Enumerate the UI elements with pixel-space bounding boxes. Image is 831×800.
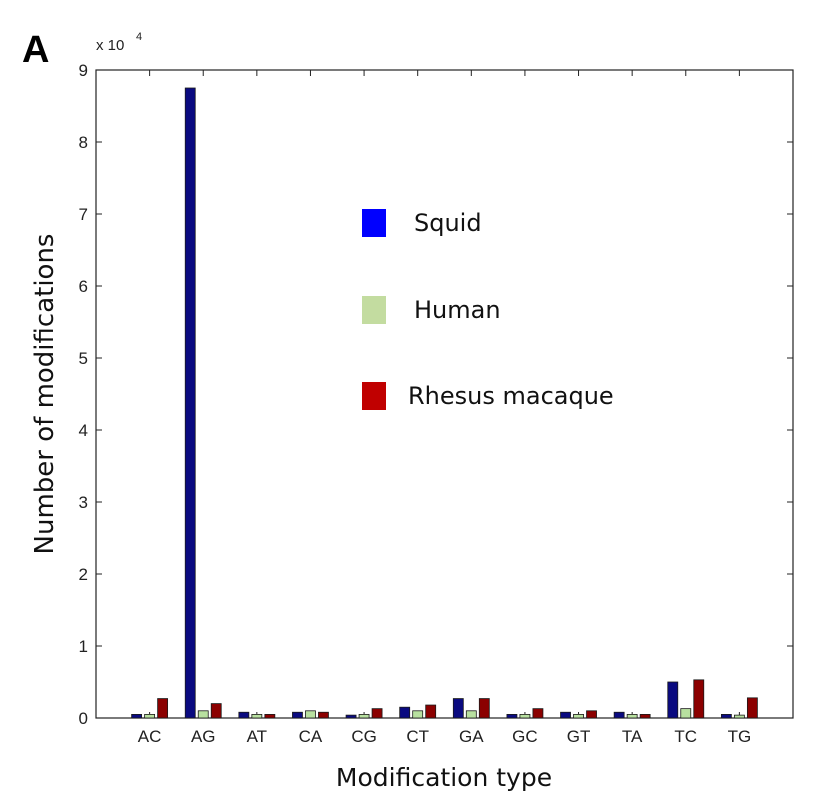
y-tick-label: 2 xyxy=(79,565,88,584)
y-tick-label: 6 xyxy=(79,277,88,296)
x-tick-label: AC xyxy=(138,727,162,746)
bar-rhesus-macaque-ca xyxy=(318,711,329,719)
bar-squid-gc xyxy=(506,714,518,719)
y-tick-label: 4 xyxy=(79,421,88,440)
bar-human-ct xyxy=(412,710,424,719)
bar-human-at xyxy=(251,714,263,719)
y-tick-label: 9 xyxy=(79,61,88,80)
legend-swatch-human xyxy=(362,296,386,324)
bar-squid-ct xyxy=(399,706,411,719)
bar-squid-ag xyxy=(184,87,196,719)
bar-human-ca xyxy=(305,710,316,719)
x-tick-label: AG xyxy=(191,727,216,746)
x-tick-label: TG xyxy=(728,727,752,746)
y-tick-label: 7 xyxy=(79,205,88,224)
panel-label: A xyxy=(22,29,49,71)
bar-squid-at xyxy=(238,711,250,719)
bar-human-gc xyxy=(519,714,531,719)
bar-human-ta xyxy=(626,714,638,719)
legend-swatch-squid xyxy=(362,209,386,237)
bar-human-ga xyxy=(465,710,477,719)
bar-squid-tg xyxy=(720,714,732,719)
bar-rhesus-macaque-at xyxy=(264,714,276,719)
bar-human-ac xyxy=(144,714,156,719)
legend: Squid Human Rhesus macaque xyxy=(362,209,614,410)
bar-rhesus-macaque-ag xyxy=(210,703,222,719)
x-axis: AC AG AT CA CG CT GA GC GT TA TC TG xyxy=(138,70,751,746)
bar-rhesus-macaque-ct xyxy=(425,704,437,719)
x-tick-label: AT xyxy=(247,727,267,746)
y-multiplier-label: x 10 xyxy=(96,37,124,54)
y-multiplier-exponent: 4 xyxy=(136,31,142,43)
bars xyxy=(131,87,758,719)
bar-squid-ca xyxy=(292,711,303,719)
y-tick-label: 8 xyxy=(79,133,88,152)
x-tick-label: TA xyxy=(622,727,643,746)
x-tick-label: GC xyxy=(512,727,538,746)
bar-human-cg xyxy=(358,714,370,719)
x-tick-label: GT xyxy=(567,727,591,746)
bar-squid-ga xyxy=(452,698,464,719)
bar-squid-gt xyxy=(560,711,571,719)
y-axis: 0 1 2 3 4 5 6 7 8 9 xyxy=(79,61,793,728)
bar-human-gt xyxy=(573,714,584,719)
x-tick-label: GA xyxy=(459,727,484,746)
bar-rhesus-macaque-ac xyxy=(157,698,169,719)
bar-rhesus-macaque-tg xyxy=(746,697,758,719)
bar-squid-ta xyxy=(613,711,625,719)
y-tick-label: 0 xyxy=(79,709,88,728)
y-multiplier: x 10 4 xyxy=(96,31,142,54)
bar-human-ag xyxy=(197,710,209,719)
y-tick-label: 3 xyxy=(79,493,88,512)
y-tick-label: 1 xyxy=(79,637,88,656)
bar-rhesus-macaque-ta xyxy=(639,714,651,719)
bar-rhesus-macaque-cg xyxy=(371,708,383,719)
legend-label-rhesus-macaque: Rhesus macaque xyxy=(408,382,614,410)
y-tick-label: 5 xyxy=(79,349,88,368)
legend-swatch-rhesus-macaque xyxy=(362,382,386,410)
x-tick-label: TC xyxy=(674,727,697,746)
x-tick-label: CT xyxy=(406,727,429,746)
x-tick-label: CA xyxy=(299,727,323,746)
bar-squid-cg xyxy=(345,714,357,719)
bar-squid-tc xyxy=(667,681,679,719)
bar-rhesus-macaque-gt xyxy=(586,710,597,719)
bar-human-tg xyxy=(733,714,745,719)
legend-label-squid: Squid xyxy=(414,209,482,237)
bar-rhesus-macaque-tc xyxy=(693,679,705,719)
x-axis-label: Modification type xyxy=(336,763,552,792)
legend-label-human: Human xyxy=(414,296,501,324)
x-tick-label: CG xyxy=(351,727,377,746)
y-axis-label: Number of modifications xyxy=(30,234,60,555)
bar-squid-ac xyxy=(131,714,143,719)
plot-frame xyxy=(95,69,794,719)
bar-rhesus-macaque-ga xyxy=(478,698,490,719)
bar-human-tc xyxy=(680,708,692,719)
bar-rhesus-macaque-gc xyxy=(532,708,544,719)
